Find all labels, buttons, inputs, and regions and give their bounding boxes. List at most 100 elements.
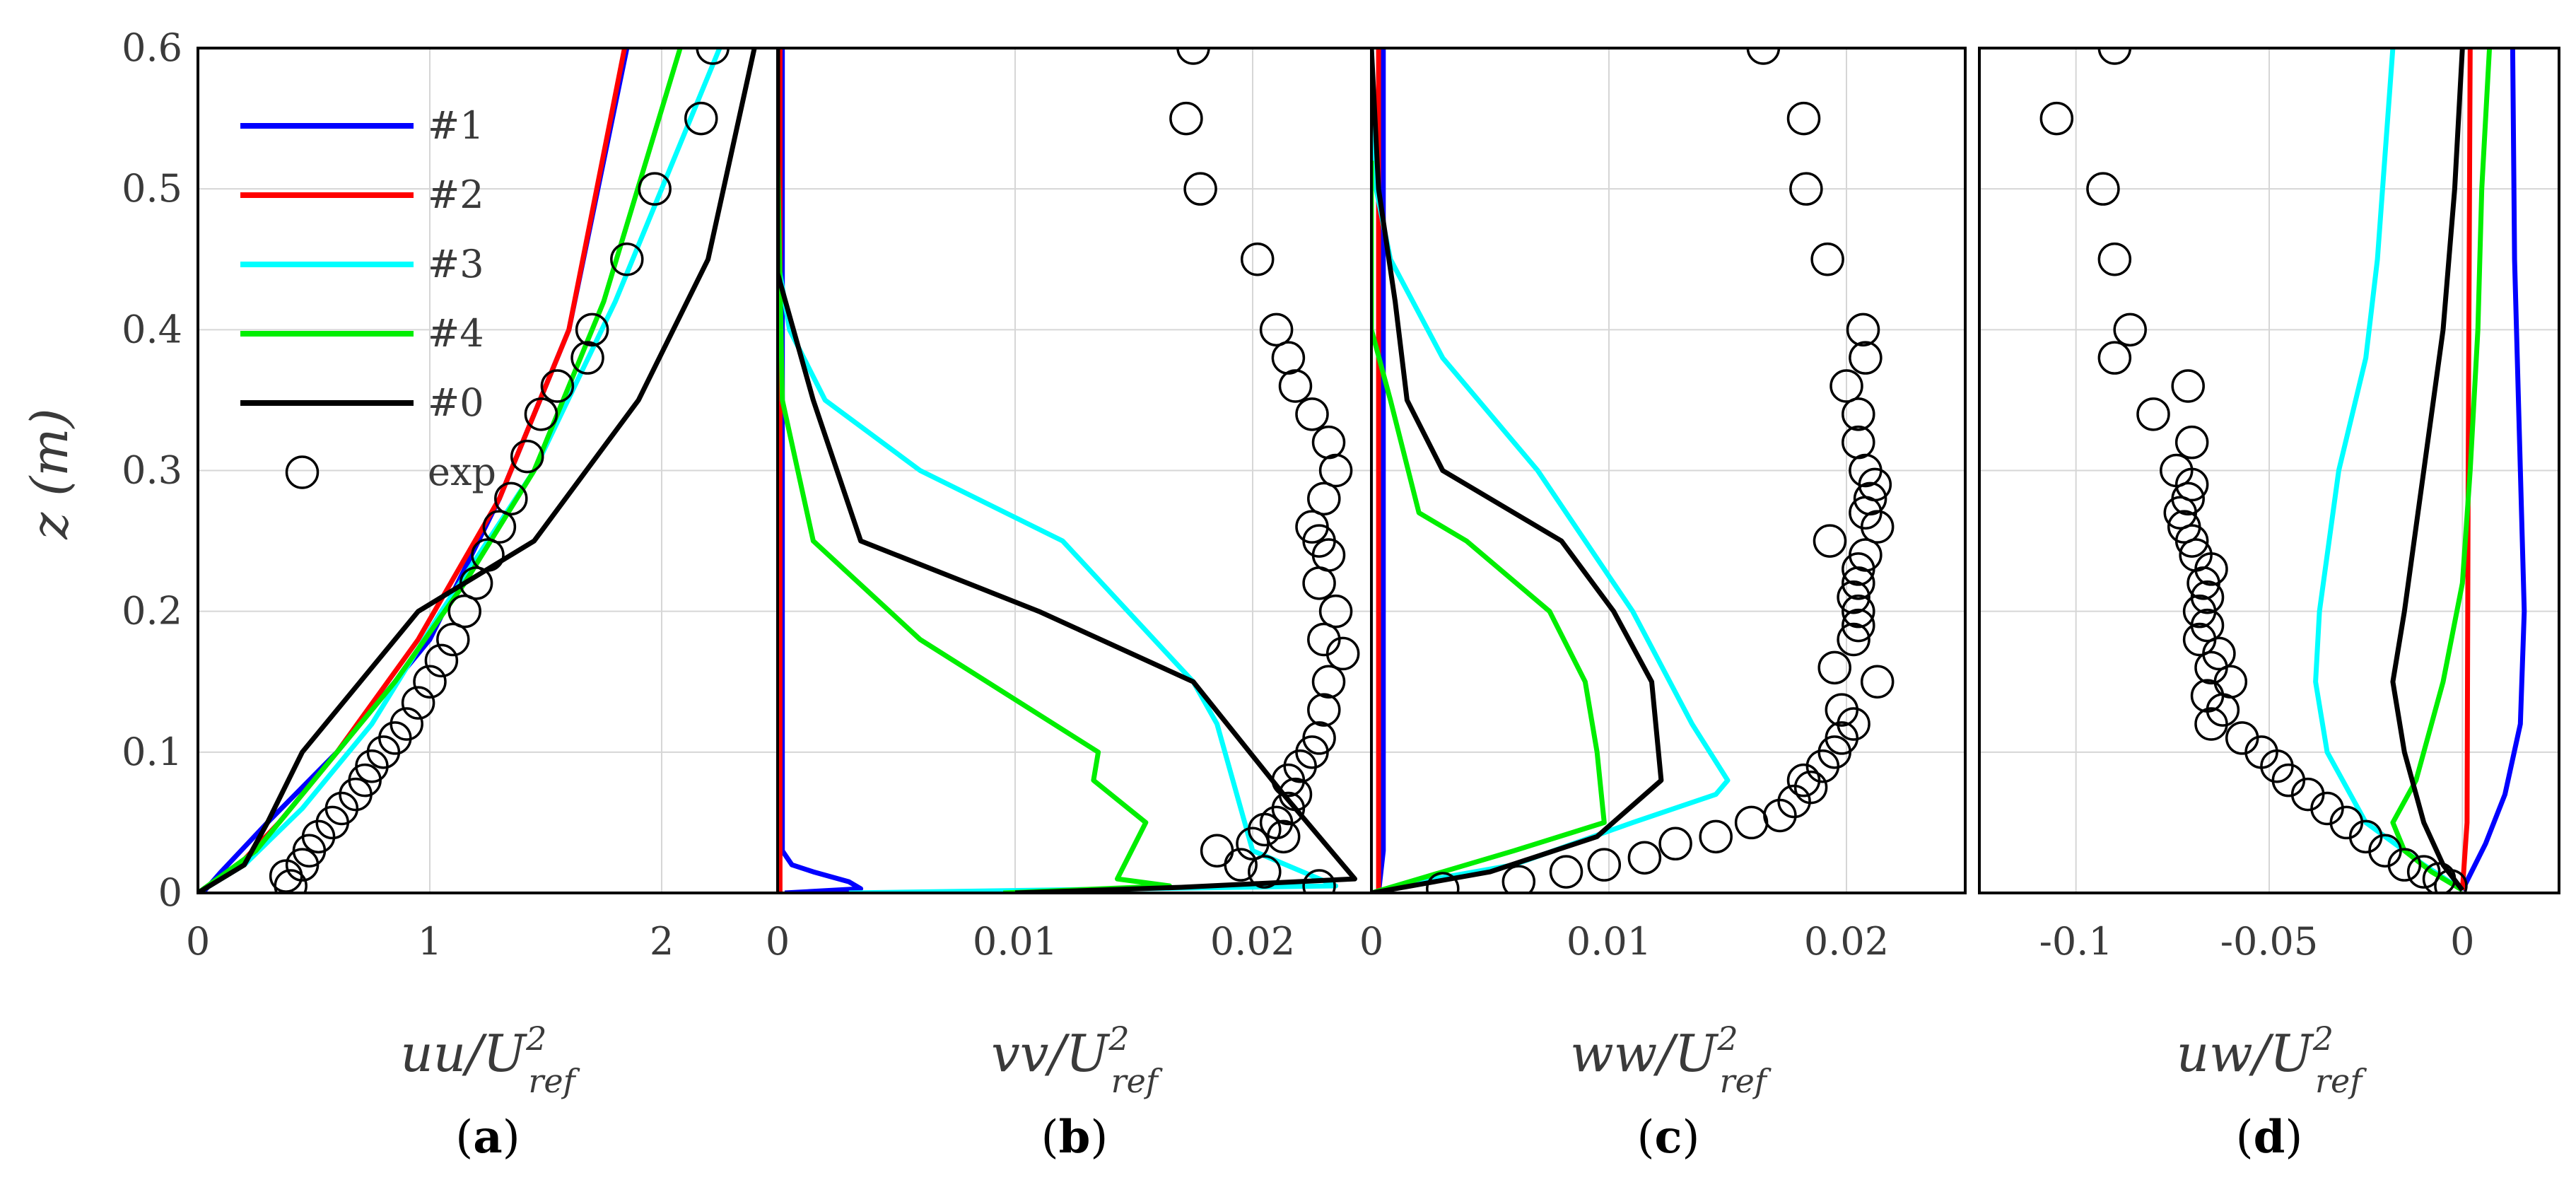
legend-label: #3 (428, 242, 484, 286)
legend-marker (285, 455, 320, 489)
exp-marker (1842, 552, 1875, 586)
exp-marker (424, 643, 459, 678)
exp-marker (1825, 693, 1859, 727)
exp-marker (447, 594, 481, 629)
exp-marker (1846, 312, 1880, 347)
series-4-line (1371, 160, 1607, 893)
exp-marker (540, 369, 575, 403)
exp-marker (1813, 524, 1847, 558)
exp-marker (2174, 524, 2209, 558)
series-2-line (2459, 48, 2473, 891)
ytick-label: 0.2 (122, 589, 182, 633)
legend-item: exp (285, 450, 496, 494)
exp-marker (2422, 862, 2457, 893)
exp-marker (2039, 101, 2074, 136)
exp-marker (1842, 594, 1875, 629)
exp-marker (1860, 510, 1895, 544)
xtick-label: 0 (186, 919, 210, 964)
xtick-label: 0.02 (1804, 919, 1889, 964)
ytick-label: 0.3 (122, 448, 182, 493)
exp-marker (390, 707, 423, 741)
exp-marker (1302, 566, 1336, 600)
xlabel: vv/U2 ref (991, 1020, 1163, 1100)
exp-marker (1183, 172, 1217, 206)
exp-marker (324, 791, 359, 826)
exp-marker (2097, 48, 2132, 65)
series-0-line (198, 48, 757, 893)
exp-marker (1248, 812, 1282, 847)
exp-marker (1842, 425, 1875, 460)
exp-marker (2434, 869, 2468, 893)
exp-marker (1318, 453, 1353, 488)
exp-marker (1746, 48, 1781, 65)
exp-marker (638, 172, 672, 206)
series-3-line (2313, 48, 2464, 892)
xtick-label: -0.05 (2220, 919, 2318, 964)
ytick-label: 0 (158, 870, 182, 915)
exp-marker (684, 101, 718, 136)
xlabel: uw/U2 ref (2177, 1020, 2367, 1100)
exp-marker (2171, 369, 2205, 403)
legend-item: #2 (240, 173, 484, 217)
exp-marker (482, 510, 517, 544)
exp-marker (1248, 855, 1282, 889)
exp-marker (2186, 566, 2220, 600)
exp-marker (1311, 425, 1346, 460)
exp-marker (610, 243, 644, 276)
exp-marker (1699, 819, 1733, 854)
series-0-line (778, 48, 1357, 893)
series-4-line (778, 160, 1172, 893)
exp-marker (1786, 101, 1821, 136)
exp-marker (1837, 622, 1870, 657)
exp-marker (1259, 312, 1294, 347)
exp-marker (1169, 101, 1203, 136)
panel-label: (c) (1637, 1111, 1700, 1164)
legend-label: exp (428, 450, 496, 494)
axes-frame (1978, 47, 2560, 894)
exp-marker (2174, 425, 2209, 460)
xtick-label: 2 (650, 919, 674, 964)
series-0-line (1371, 48, 1664, 893)
xlabel: ww/U2 ref (1570, 1020, 1772, 1100)
panel-b: 0 0.01 0.02 vv/U2 ref (b) (766, 47, 1373, 1164)
legend-label: #1 (428, 103, 484, 148)
exp-marker (1837, 580, 1870, 614)
exp-marker (1311, 665, 1346, 699)
exp-marker (471, 538, 505, 572)
series-group (778, 48, 1360, 893)
panel-c: 0 0.01 0.02 ww/U2 ref (c) (1359, 47, 1967, 1164)
panel-label: (d) (2236, 1111, 2303, 1164)
legend-item: #0 (240, 380, 484, 425)
exp-marker (1786, 763, 1821, 798)
xtick-label: 0 (1359, 919, 1383, 964)
panel-d: -0.1 -0.05 0 uw/U2 ref (d) (1978, 47, 2560, 1164)
series-group (198, 48, 757, 893)
exp-marker (1789, 172, 1823, 206)
xtick-label: 1 (418, 919, 442, 964)
exp-marker (1266, 819, 1301, 854)
exp-marker (378, 721, 412, 755)
exp-marker (1842, 566, 1875, 600)
legend-label: #4 (428, 311, 484, 356)
xtick-label: 0 (766, 919, 790, 964)
exp-marker (1302, 869, 1336, 893)
legend-item: #3 (240, 242, 484, 286)
exp-marker (1176, 48, 1210, 65)
exp-marker (1271, 341, 1306, 375)
exp-marker (1860, 665, 1895, 699)
exp-marker (494, 481, 528, 516)
ytick-label: 0.5 (122, 166, 182, 211)
ytick-label: 0.4 (122, 307, 182, 351)
exp-marker (436, 622, 470, 657)
exp-marker (1240, 243, 1275, 276)
exp-marker (1549, 855, 1583, 889)
exp-marker (301, 819, 336, 854)
exp-marker (2174, 467, 2209, 502)
exp-marker (524, 397, 558, 431)
exp-marker (1849, 341, 1883, 375)
panel-a: 0 1 2 0 0.1 0.2 0.3 0.4 0.5 0.6 uu/U2 ref (a) (122, 25, 779, 1164)
exp-marker (1734, 805, 1769, 840)
series-1-line (2460, 48, 2527, 892)
ytick-label: 0.1 (122, 730, 182, 774)
